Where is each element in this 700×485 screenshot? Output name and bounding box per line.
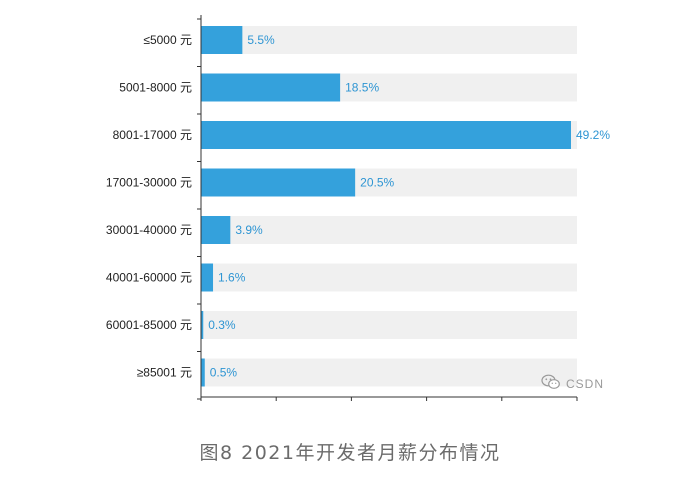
wechat-icon	[541, 374, 561, 393]
bar-track	[201, 216, 577, 244]
bar	[201, 216, 231, 244]
category-label: ≥85001 元	[137, 366, 192, 380]
category-label: 5001-8000 元	[119, 81, 192, 95]
bar	[201, 358, 205, 387]
bar	[201, 263, 214, 292]
data-label: 1.6%	[218, 271, 246, 285]
bars	[201, 26, 571, 387]
category-label: 60001-85000 元	[106, 318, 192, 332]
data-label: 20.5%	[360, 176, 394, 190]
watermark-text: CSDN	[566, 376, 605, 391]
bar-track	[201, 358, 577, 387]
bar	[201, 311, 204, 339]
bar	[201, 121, 571, 149]
watermark: CSDN	[541, 374, 604, 393]
data-label: 0.3%	[208, 318, 236, 332]
bar	[201, 26, 243, 54]
data-label: 49.2%	[576, 128, 610, 142]
category-label: 17001-30000 元	[106, 176, 192, 190]
bar	[201, 168, 356, 197]
axes	[197, 15, 578, 401]
bar-track	[201, 26, 577, 54]
data-label: 5.5%	[247, 33, 275, 47]
data-label: 3.9%	[235, 223, 263, 237]
category-label: 30001-40000 元	[106, 223, 192, 237]
category-label: ≤5000 元	[143, 33, 192, 47]
bar-tracks	[201, 26, 577, 387]
bar	[201, 73, 341, 102]
category-label: 8001-17000 元	[113, 128, 192, 142]
data-label: 0.5%	[210, 366, 238, 380]
bar-track	[201, 311, 577, 339]
data-label: 18.5%	[345, 81, 379, 95]
figure-caption: 图8 2021年开发者月薪分布情况	[199, 442, 501, 464]
category-label: 40001-60000 元	[106, 271, 192, 285]
category-labels: ≤5000 元 5001-8000 元 8001-17000 元 17001-3000…	[106, 33, 192, 380]
bar-track	[201, 263, 577, 292]
value-labels: 5.5% 18.5% 49.2% 20.5% 3.9% 1.6% 0.3% 0.5%	[208, 33, 610, 380]
